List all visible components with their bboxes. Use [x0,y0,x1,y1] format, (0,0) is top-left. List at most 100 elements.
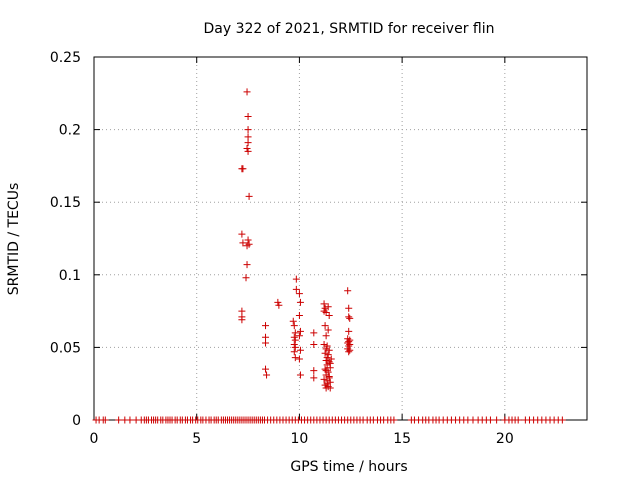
x-tick-label: 0 [90,431,99,447]
data-point [322,332,330,340]
axis-ticks [93,56,587,421]
plot-frame [93,56,588,421]
y-tick-label: 0.05 [50,340,81,356]
data-point [326,384,334,392]
grid-lines [94,57,587,420]
data-point [345,304,353,312]
data-point [243,144,251,152]
data-point [290,348,298,356]
data-point [327,355,335,363]
data-point [290,322,298,330]
data-point [244,113,252,121]
data-point [101,416,109,424]
data-point [321,304,329,312]
data-point [325,346,333,354]
data-point [292,275,300,283]
data-point [345,348,353,356]
data-point [324,351,332,359]
data-point [345,313,353,321]
y-tick-label: 0.1 [59,268,81,284]
y-tick-label: 0.25 [50,50,81,66]
axis-tick-labels: 0 5 10 15 20 0 0.05 0.1 0.15 0.2 0.25 [50,50,514,447]
data-point [346,314,354,322]
y-tick-label: 0.15 [50,195,81,211]
data-point [295,332,303,340]
x-tick-label: 20 [496,431,514,447]
x-axis-label: GPS time / hours [290,459,407,475]
data-point [242,274,250,282]
data-point [244,236,252,244]
data-point [326,359,334,367]
x-tick-label: 5 [192,431,201,447]
data-point [244,147,252,155]
data-point [323,342,331,350]
data-point [514,416,522,424]
data-point [245,240,253,248]
x-tick-label: 10 [291,431,309,447]
data-point [239,239,247,247]
data-point [126,416,134,424]
data-point [239,165,247,173]
y-tick-label: 0 [72,413,81,429]
data-point [291,343,299,351]
data-point [291,336,299,344]
data-point [243,88,251,96]
data-point [321,322,329,330]
data-point [262,339,270,347]
data-point [296,298,304,306]
data-point [296,346,304,354]
data-point [323,354,331,362]
data-point [324,326,332,334]
data-point [295,290,303,298]
data-point [344,287,352,295]
data-point [244,126,252,134]
data-points [92,88,566,424]
data-point [295,311,303,319]
data-point [290,333,298,341]
data-point [244,139,252,147]
data-point [115,416,123,424]
data-point [325,372,333,380]
data-point [295,355,303,363]
data-point [292,285,300,293]
data-point [320,300,328,308]
data-point [310,329,318,337]
data-point [493,416,501,424]
data-point [324,303,332,311]
data-point [291,354,299,362]
data-point [296,327,304,335]
data-point [243,261,251,269]
data-point [238,230,246,238]
data-point [486,416,494,424]
y-tick-label: 0.2 [59,123,81,139]
data-point [262,365,270,373]
data-point [262,322,270,330]
data-point [320,340,328,348]
data-point [275,301,283,309]
data-point [245,192,253,200]
data-point [291,329,299,337]
data-point [325,311,333,319]
data-point [322,356,330,364]
data-point [558,416,566,424]
x-tick-label: 15 [393,431,411,447]
data-point [323,380,331,388]
data-point [320,375,328,383]
data-point [310,374,318,382]
data-point [238,316,246,324]
y-axis-label: SRMTID / TECUs [6,183,22,296]
data-point [322,345,330,353]
data-point [274,298,282,306]
data-point [310,340,318,348]
data-point [345,327,353,335]
data-point [263,371,271,379]
data-point [296,371,304,379]
data-point [322,309,330,317]
data-point [289,317,297,325]
data-point [321,365,329,373]
data-point [346,346,354,354]
data-point [290,340,298,348]
data-point [322,367,330,375]
data-point [321,349,329,357]
